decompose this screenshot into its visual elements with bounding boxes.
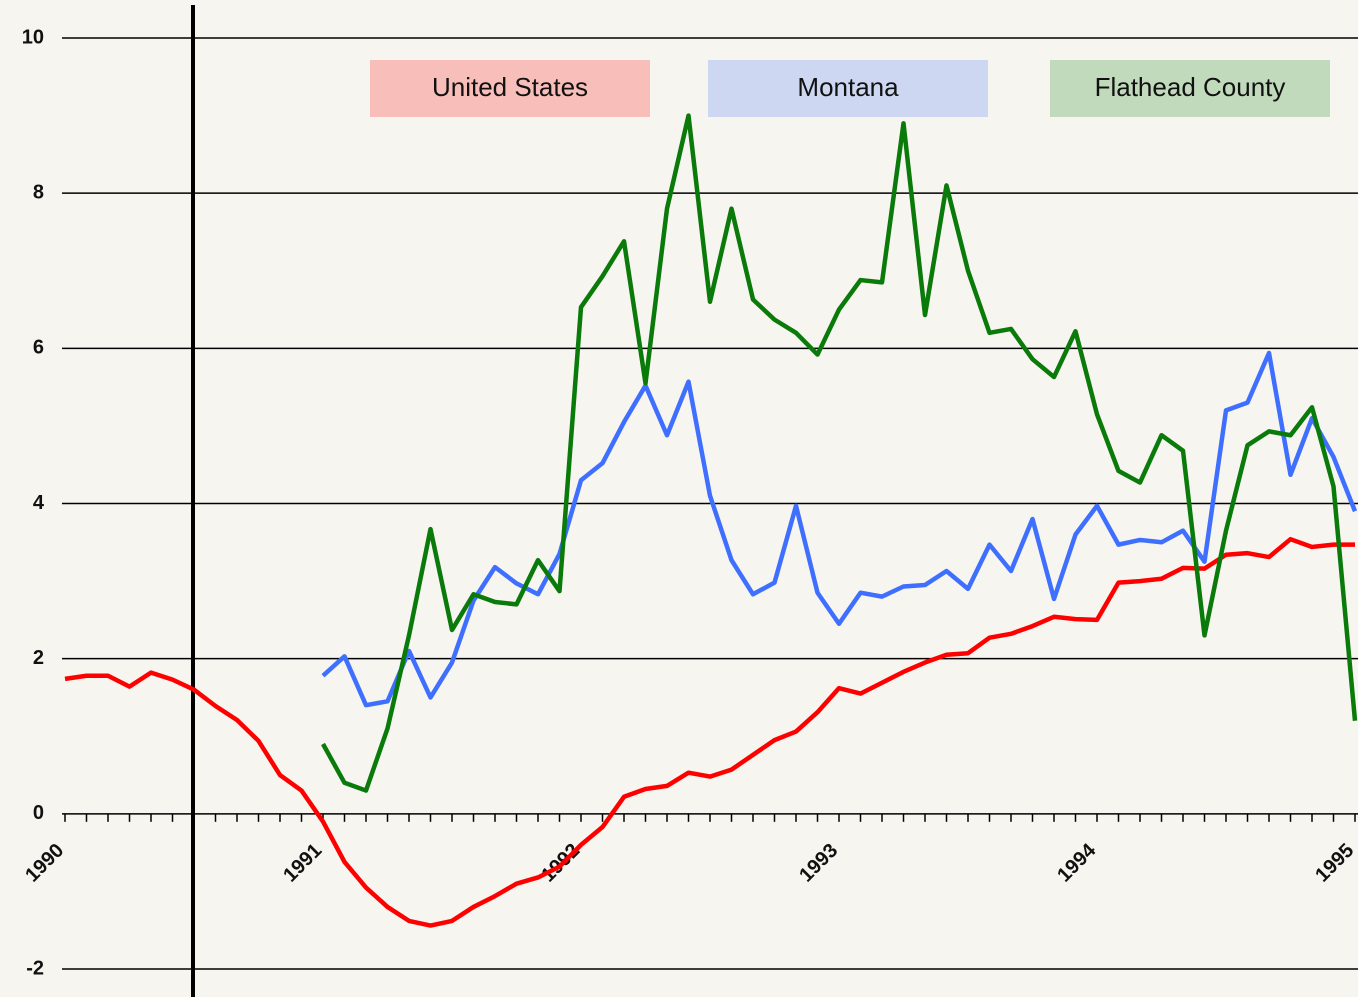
legend-label: United States bbox=[432, 72, 588, 102]
y-tick-label: 8 bbox=[33, 181, 44, 203]
legend-label: Montana bbox=[797, 72, 899, 102]
chart: -20246810199019911992199319941995United … bbox=[0, 0, 1358, 997]
y-tick-label: -2 bbox=[26, 957, 44, 979]
y-tick-label: 2 bbox=[33, 647, 44, 669]
y-tick-label: 6 bbox=[33, 337, 44, 359]
y-tick-label: 10 bbox=[22, 26, 44, 48]
legend-label: Flathead County bbox=[1095, 72, 1286, 102]
y-tick-label: 4 bbox=[33, 492, 45, 514]
y-tick-label: 0 bbox=[33, 802, 44, 824]
